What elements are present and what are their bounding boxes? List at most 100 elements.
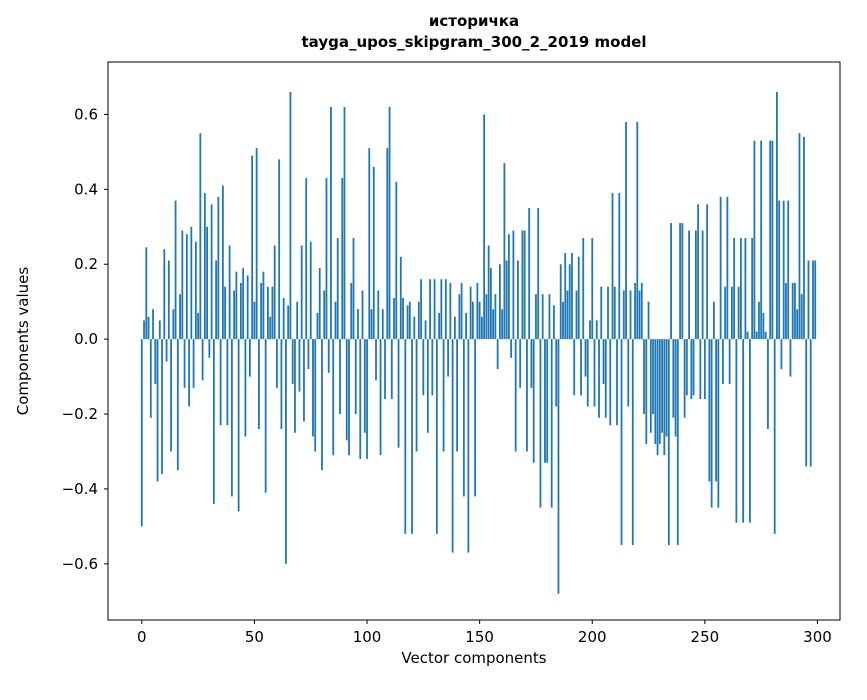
bar (701, 230, 704, 340)
chart-title-line2: tayga_upos_skipgram_300_2_2019 model (302, 33, 647, 51)
bar (514, 339, 517, 452)
bar (456, 339, 459, 452)
bar (291, 339, 294, 385)
bar (336, 238, 339, 340)
bar (562, 301, 564, 340)
bar (746, 331, 749, 340)
bar (330, 106, 332, 340)
bar (557, 339, 560, 594)
bar (521, 230, 524, 340)
bar (800, 294, 803, 340)
bar (273, 245, 276, 340)
bar (539, 339, 542, 508)
bar (325, 178, 328, 340)
bar (751, 238, 754, 340)
bar (647, 301, 650, 340)
bar (690, 339, 693, 400)
bar (789, 339, 792, 377)
bar (287, 305, 290, 340)
bar (649, 339, 652, 433)
bar (158, 320, 161, 340)
bar (442, 339, 445, 452)
bar (501, 309, 504, 340)
bar (580, 339, 582, 396)
bar (681, 223, 684, 340)
bar (730, 286, 733, 340)
bar (622, 290, 625, 340)
y-tick-label: 0.2 (74, 255, 98, 273)
bar (764, 331, 767, 340)
bar (566, 290, 569, 340)
bar (208, 339, 211, 358)
bar (239, 282, 242, 340)
bar (260, 282, 263, 340)
bar (573, 339, 576, 396)
bar (812, 260, 814, 340)
bar (631, 339, 634, 546)
bar (332, 339, 335, 456)
bar (517, 260, 519, 340)
bar (172, 309, 175, 340)
bar (226, 339, 229, 426)
bar (568, 264, 571, 340)
bar (199, 133, 202, 340)
bar (431, 339, 434, 396)
chart-title-line1: историчка (429, 12, 519, 30)
bar (656, 339, 659, 456)
bars (140, 91, 817, 594)
bar (575, 290, 578, 340)
bar (303, 339, 305, 422)
bar (694, 230, 697, 340)
x-tick-label: 250 (691, 628, 720, 646)
bar (386, 148, 389, 340)
bar (780, 339, 783, 370)
bar (728, 339, 731, 385)
bar (625, 121, 627, 340)
y-axis-label: Components values (14, 267, 32, 416)
bar (298, 339, 301, 392)
bar (618, 193, 621, 340)
bar (512, 230, 515, 340)
bar (278, 159, 281, 340)
bar (411, 339, 413, 534)
bar (607, 286, 609, 340)
bar (670, 223, 672, 340)
bar (809, 339, 812, 467)
bar (616, 339, 618, 426)
bar (467, 339, 470, 553)
bar (676, 339, 679, 546)
bar (645, 339, 648, 444)
bar (296, 301, 299, 340)
bar (803, 136, 805, 340)
bar (483, 114, 486, 340)
bar (379, 339, 382, 456)
bar (791, 282, 794, 340)
bar (397, 339, 400, 448)
bar (183, 339, 186, 388)
bar (762, 312, 765, 340)
bar (282, 297, 285, 340)
bar (402, 297, 404, 340)
bar (194, 241, 197, 340)
bar (496, 339, 499, 370)
bar (152, 309, 154, 340)
bar (458, 294, 461, 340)
bar (237, 339, 240, 512)
bar (185, 234, 188, 340)
bar (559, 264, 562, 340)
bar (206, 226, 208, 340)
bar (210, 204, 213, 340)
y-tick-label: −0.2 (62, 405, 98, 423)
x-axis-label: Vector components (401, 649, 546, 667)
bar (710, 339, 713, 508)
bar (733, 238, 736, 340)
bar (388, 106, 391, 340)
bar (776, 91, 778, 340)
bar (640, 282, 643, 340)
bar (262, 271, 265, 340)
bar (593, 339, 596, 407)
bar (796, 309, 799, 340)
bar (582, 238, 585, 340)
bar (345, 339, 348, 441)
bar (399, 256, 402, 340)
